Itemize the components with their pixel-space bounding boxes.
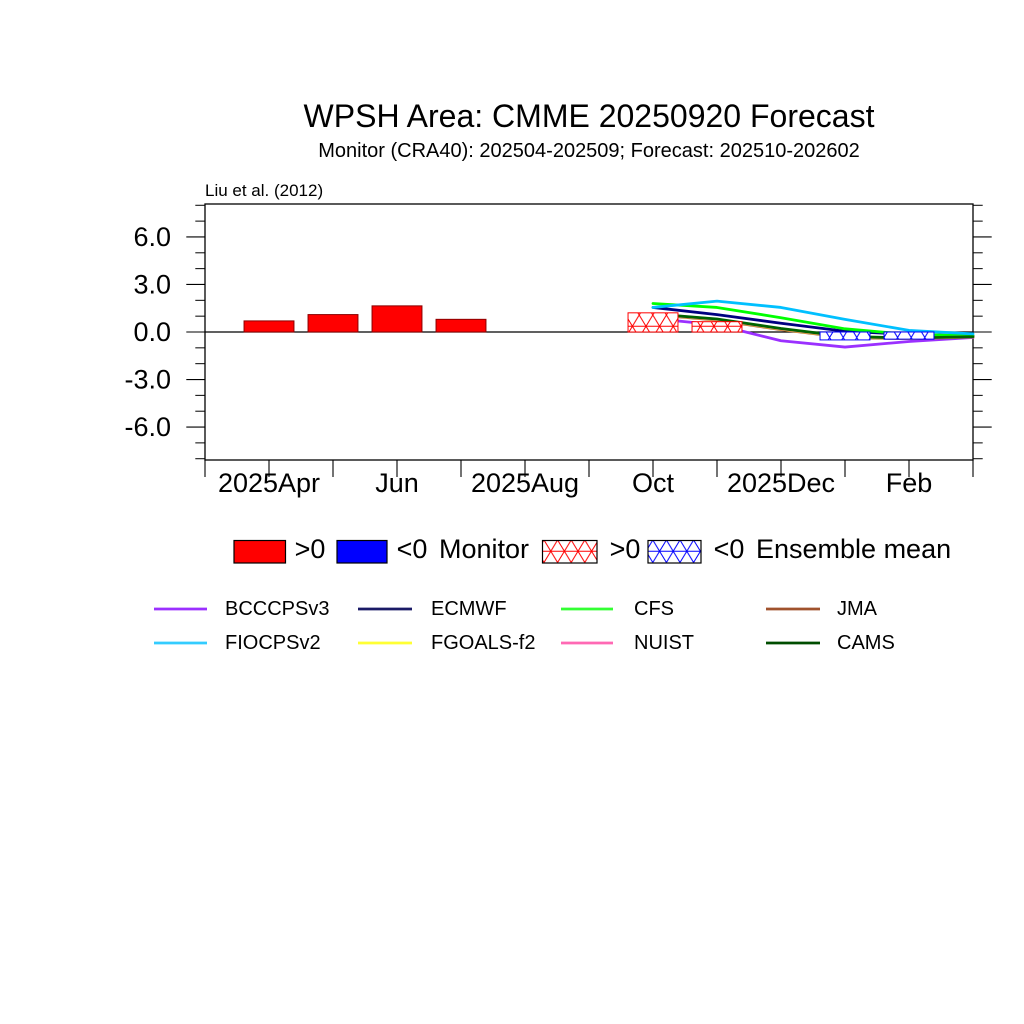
svg-text:FIOCPSv2: FIOCPSv2 xyxy=(225,632,321,654)
svg-text:Jun: Jun xyxy=(375,468,419,498)
svg-text:Oct: Oct xyxy=(632,468,675,498)
svg-text:JMA: JMA xyxy=(837,598,878,620)
svg-text:-6.0: -6.0 xyxy=(124,412,171,442)
svg-text:2025Dec: 2025Dec xyxy=(727,468,835,498)
svg-text:<0: <0 xyxy=(714,534,745,564)
svg-text:3.0: 3.0 xyxy=(133,269,171,299)
svg-text:-3.0: -3.0 xyxy=(124,365,171,395)
svg-text:>0: >0 xyxy=(610,534,641,564)
svg-text:ECMWF: ECMWF xyxy=(431,598,507,620)
svg-text:NUIST: NUIST xyxy=(634,632,694,654)
svg-text:<0: <0 xyxy=(397,534,428,564)
svg-text:>0: >0 xyxy=(295,534,326,564)
svg-text:Feb: Feb xyxy=(886,468,933,498)
svg-text:0.0: 0.0 xyxy=(133,317,171,347)
svg-text:CAMS: CAMS xyxy=(837,632,895,654)
svg-text:BCCCPSv3: BCCCPSv3 xyxy=(225,598,329,620)
svg-text:Ensemble mean: Ensemble mean xyxy=(756,534,951,564)
svg-text:Monitor: Monitor xyxy=(439,534,529,564)
svg-text:FGOALS-f2: FGOALS-f2 xyxy=(431,632,535,654)
svg-text:CFS: CFS xyxy=(634,598,674,620)
svg-text:2025Apr: 2025Apr xyxy=(218,468,320,498)
svg-text:2025Aug: 2025Aug xyxy=(471,468,579,498)
svg-text:6.0: 6.0 xyxy=(133,222,171,252)
